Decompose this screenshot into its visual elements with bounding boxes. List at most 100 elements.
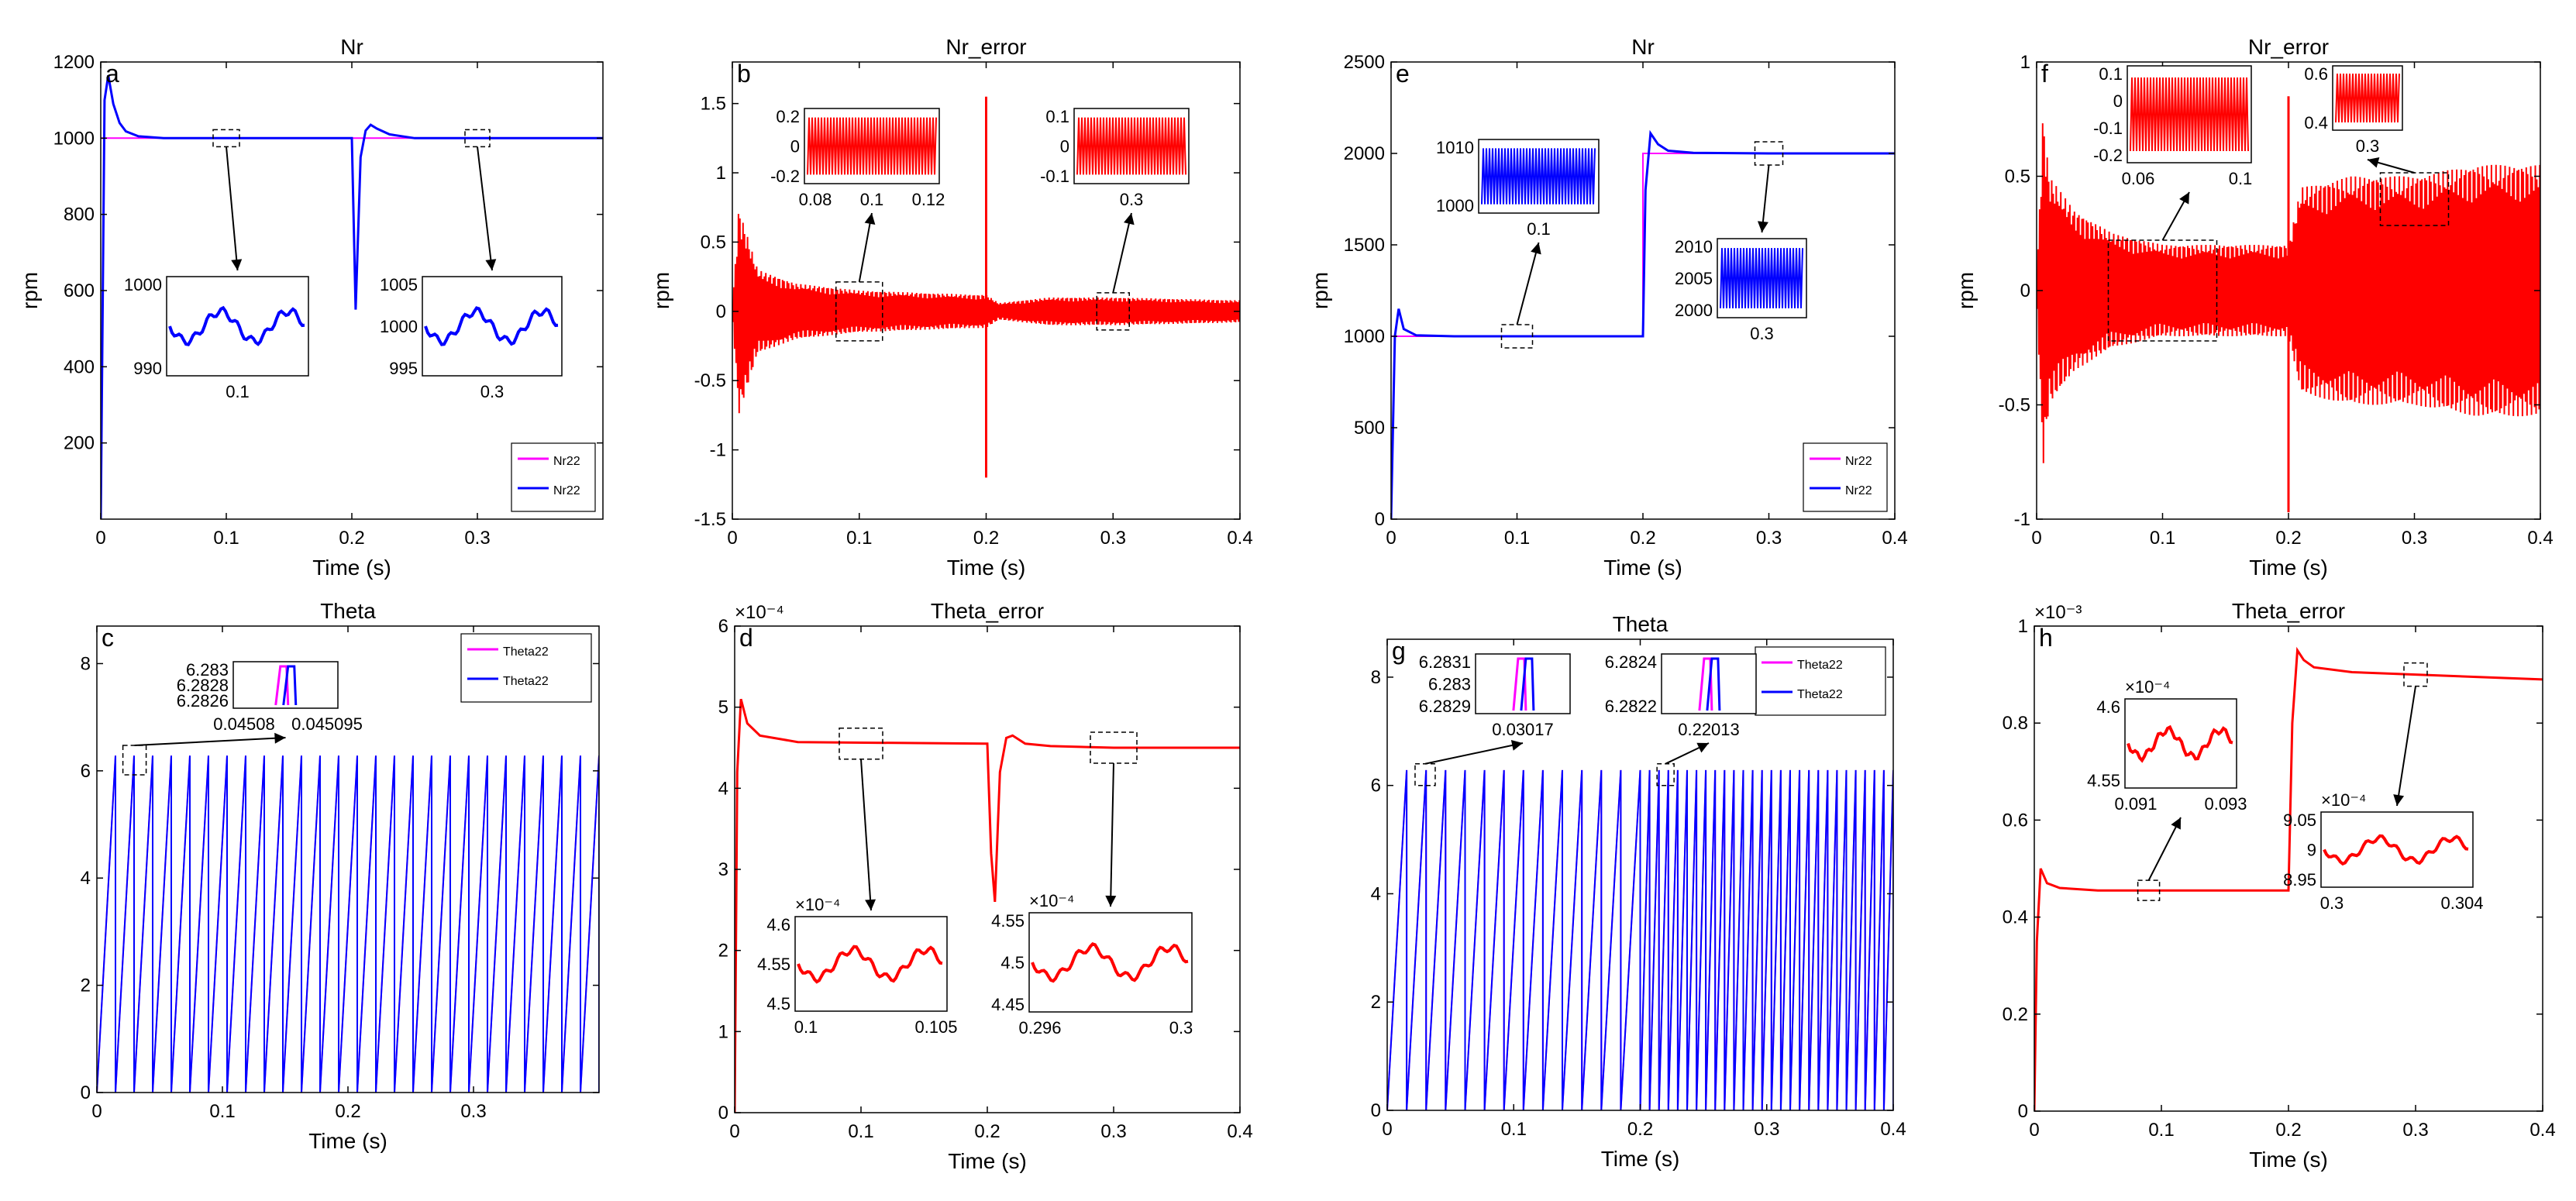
y-tick-label: 0.5	[701, 232, 726, 253]
x-tick-label: 0.2	[974, 1121, 1000, 1142]
inset-x-tick-label: 0.304	[2440, 893, 2483, 913]
series-theta-error	[735, 698, 1240, 1113]
legend: Theta22 Theta22	[460, 633, 592, 703]
inset-x-tick-label: 0.1	[1527, 219, 1551, 239]
axis-exponent: ×10⁻³	[2034, 602, 2082, 623]
inset-y-tick-label: 0	[790, 137, 800, 157]
inset-x-tick-label: 0.1	[794, 1017, 818, 1037]
x-tick-label: 0.3	[1756, 528, 1782, 549]
y-tick-label: 6	[81, 761, 91, 782]
x-tick-label: 0.3	[1100, 528, 1126, 549]
y-tick-label: 0	[2018, 1101, 2028, 1122]
y-tick-label: 1	[2018, 616, 2028, 637]
legend-label: Nr22	[553, 455, 580, 468]
inset-x-tick-label: 0.045095	[291, 714, 363, 734]
inset-trace	[274, 665, 290, 706]
x-axis-label: Time (s)	[948, 1149, 1027, 1173]
panel-label: d	[739, 624, 753, 652]
inset-x-tick-label: 0.105	[914, 1017, 957, 1037]
inset-trace	[797, 945, 943, 984]
y-tick-label: 0.4	[2003, 907, 2028, 928]
inset-y-tick-label: 4.6	[2096, 697, 2120, 717]
zoom-arrow-head	[1124, 213, 1135, 225]
axes-box	[734, 625, 1241, 1113]
inset-2: 995 1000 1005 0.3	[380, 129, 563, 401]
inset-y-tick-label: 2005	[1675, 269, 1713, 288]
inset-box	[794, 916, 948, 1012]
series-nr-o	[1391, 129, 1895, 519]
y-tick-label: 0	[81, 1082, 91, 1103]
zoom-arrow-head	[1531, 243, 1541, 255]
inset-x-tick-label: 0.1	[226, 382, 250, 401]
inset-trace	[1698, 657, 1713, 711]
inset-exponent: ×10⁻⁴	[1029, 891, 1074, 910]
inset-trace	[1031, 942, 1189, 983]
inset-exponent: ×10⁻⁴	[795, 895, 840, 914]
legend-label: Theta22	[1797, 659, 1843, 672]
inset-trace	[1706, 657, 1721, 711]
inset-y-tick-label: 2000	[1675, 301, 1713, 320]
inset-trace	[168, 305, 305, 346]
inset-y-tick-label: 1010	[1436, 138, 1474, 157]
x-tick-label: 0.2	[1627, 1119, 1653, 1140]
legend: Nr22 Nr22	[511, 442, 596, 512]
panel-label: e	[1396, 60, 1410, 88]
inset-y-tick-label: 4.45	[991, 995, 1025, 1014]
inset-y-tick-label: 4.55	[757, 955, 790, 974]
zoom-arrow-head	[865, 899, 876, 910]
x-tick-label: 0.1	[209, 1101, 235, 1122]
y-tick-label: 500	[1354, 418, 1385, 439]
x-axis-label: Time (s)	[2249, 1148, 2328, 1172]
y-tick-label: 1200	[53, 52, 95, 73]
y-tick-label: -1.5	[694, 509, 726, 530]
inset-y-tick-label: 0.1	[1045, 107, 1069, 126]
x-tick-label: 0	[91, 1101, 102, 1122]
x-tick-label: 0.3	[464, 528, 490, 549]
inset-2: 8.95 9 9.05 0.3 0.304 ×10⁻⁴	[2283, 662, 2484, 913]
inset-x-tick-label: 0.296	[1018, 1018, 1061, 1038]
legend-box	[511, 442, 596, 512]
plot-area	[1387, 769, 1893, 1110]
zoom-arrow	[1761, 164, 1770, 233]
inset-y-tick-label: 0.2	[776, 107, 800, 126]
inset-y-tick-label: 4.6	[766, 915, 790, 934]
y-tick-label: 1.5	[701, 94, 726, 115]
x-tick-label: 0.4	[1227, 1121, 1252, 1142]
y-tick-label: -1	[710, 440, 726, 461]
panel-label: g	[1392, 637, 1406, 665]
x-tick-label: 0.4	[1227, 528, 1252, 549]
x-axis-label: Time (s)	[2249, 556, 2328, 580]
series-theta-o	[1387, 769, 1893, 1110]
inset-y-tick-label: 995	[389, 359, 418, 378]
y-tick-label: 0	[718, 1103, 728, 1124]
inset-y-tick-label: 0	[1060, 137, 1069, 157]
inset-y-tick-label: 1000	[1436, 196, 1474, 215]
plot-area	[97, 755, 599, 1093]
y-tick-label: 800	[64, 205, 95, 225]
y-tick-label: 1	[716, 163, 726, 184]
zoom-arrow	[226, 146, 239, 271]
x-tick-label: 0.3	[1100, 1121, 1126, 1142]
inset-1: 6.2829 6.283 6.2831 0.03017	[1414, 652, 1571, 786]
inset-y-tick-label: 0.4	[2304, 113, 2328, 132]
zoom-arrow	[2147, 817, 2182, 881]
inset-1: 4.5 4.55 4.6 0.1 0.105 ×10⁻⁴	[757, 728, 958, 1037]
zoom-arrow-head	[485, 259, 497, 270]
legend-label: Nr22	[1845, 484, 1872, 497]
x-tick-label: 0.3	[460, 1101, 486, 1122]
inset-box	[422, 276, 563, 377]
y-tick-label: 2000	[1344, 143, 1385, 164]
y-tick-label: 2	[718, 941, 728, 962]
inset-x-tick-label: 0.3	[1120, 190, 1144, 209]
y-tick-label: 400	[64, 356, 95, 377]
zoom-arrow	[1424, 742, 1524, 765]
y-tick-label: 0	[716, 301, 726, 322]
y-tick-label: 6	[718, 616, 728, 637]
inset-box	[1028, 912, 1193, 1013]
zoom-arrow	[1112, 212, 1132, 294]
inset-y-tick-label: 6.2826	[177, 691, 229, 711]
legend-box	[1755, 646, 1886, 716]
y-tick-label: 6	[1371, 776, 1381, 797]
series-theta-o	[97, 755, 599, 1093]
panel-f: 0 0.1 0.2 0.3 0.4 -1 -0.5 0 0.5 1 Nr_error Time (s)…	[1954, 35, 2554, 580]
